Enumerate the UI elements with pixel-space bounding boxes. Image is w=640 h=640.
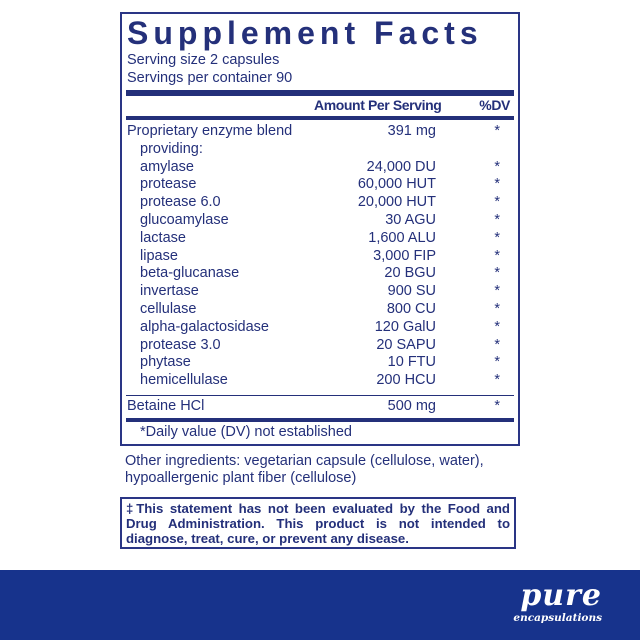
nutrient-name: cellulase (140, 301, 197, 317)
nutrient-amount: 24,000 DU (366, 158, 436, 175)
brand-sub: encapsulations (513, 612, 602, 624)
nutrient-dv: * (494, 318, 500, 335)
nutrient-amount: 10 FTU (387, 354, 436, 371)
nutrient-row: alpha-galactosidase 120 GalU * (122, 319, 518, 336)
nutrient-row: beta-glucanase 20 BGU * (122, 265, 518, 282)
servings-per-container: Servings per container 90 (127, 70, 293, 86)
fda-disclaimer: ‡This statement has not been evaluated b… (120, 497, 516, 549)
nutrient-name: lipase (140, 247, 178, 264)
nutrient-dv: * (494, 398, 500, 414)
nutrient-dv: * (494, 229, 500, 246)
other-ingredients: Other ingredients: vegetarian capsule (c… (125, 453, 484, 486)
nutrient-dv: * (494, 176, 500, 193)
nutrient-dv: * (494, 372, 500, 389)
header-divider (126, 116, 514, 120)
nutrient-amount: 391 mg (387, 123, 436, 139)
dv-footnote: *Daily value (DV) not established (140, 424, 352, 440)
footnote-divider (126, 418, 514, 422)
nutrient-amount: 500 mg (387, 398, 436, 414)
row-divider (126, 395, 514, 396)
nutrient-dv: * (494, 212, 500, 228)
nutrient-amount: 120 GalU (374, 318, 436, 335)
nutrient-amount: 20,000 HUT (357, 194, 436, 211)
nutrient-amount: 20 BGU (384, 265, 436, 282)
amount-header: Amount Per Serving (314, 97, 442, 113)
nutrient-row: Betaine HCl 500 mg * (122, 398, 518, 415)
brand-banner: pure encapsulations (0, 570, 640, 640)
nutrient-name: invertase (140, 283, 199, 300)
nutrient-name: lactase (140, 229, 186, 246)
nutrient-amount: 900 SU (387, 283, 436, 300)
nutrient-name: amylase (140, 158, 194, 175)
dv-header: %DV (479, 97, 510, 113)
nutrient-dv: * (494, 247, 500, 264)
nutrient-name: Betaine HCl (127, 398, 205, 414)
nutrient-name: beta-glucanase (140, 265, 240, 282)
nutrient-row: lactase 1,600 ALU * (122, 230, 518, 247)
nutrient-amount: 1,600 ALU (368, 229, 436, 246)
nutrient-name: protease 6.0 (140, 194, 221, 211)
nutrient-dv: * (494, 336, 500, 353)
nutrient-name: Proprietary enzyme blend (127, 123, 293, 139)
nutrient-dv: * (494, 301, 500, 317)
nutrient-dv: * (494, 194, 500, 211)
nutrient-row: invertase 900 SU * (122, 283, 518, 300)
nutrient-row: providing: (122, 141, 518, 158)
brand-logo: pure encapsulations (513, 578, 602, 625)
nutrient-row: phytase 10 FTU * (122, 354, 518, 371)
nutrient-name: hemicellulase (140, 372, 228, 389)
nutrient-amount: 60,000 HUT (357, 176, 436, 193)
nutrient-row: glucoamylase 30 AGU * (122, 212, 518, 229)
serving-size: Serving size 2 capsules (127, 52, 280, 68)
nutrient-row: hemicellulase 200 HCU * (122, 372, 518, 389)
nutrient-dv: * (494, 123, 500, 139)
nutrient-row: protease 3.0 20 SAPU * (122, 337, 518, 354)
thick-divider (126, 90, 514, 96)
nutrient-row: protease 60,000 HUT * (122, 176, 518, 193)
nutrient-row: lipase 3,000 FIP * (122, 248, 518, 265)
nutrient-amount: 20 SAPU (376, 336, 436, 353)
nutrient-amount: 800 CU (386, 301, 436, 317)
nutrient-amount: 200 HCU (376, 372, 436, 389)
nutrient-dv: * (494, 283, 500, 300)
nutrient-dv: * (494, 354, 500, 371)
nutrient-name: providing: (140, 140, 203, 157)
nutrient-name: phytase (140, 354, 191, 371)
nutrient-row: Proprietary enzyme blend 391 mg * (122, 123, 518, 140)
nutrient-name: protease (140, 176, 197, 193)
panel-title: Supplement Facts (127, 15, 483, 51)
nutrient-name: protease 3.0 (140, 336, 221, 353)
nutrient-row: amylase 24,000 DU * (122, 159, 518, 176)
brand-name: pure (520, 578, 602, 613)
nutrient-row: cellulase 800 CU * (122, 301, 518, 318)
nutrient-dv: * (494, 265, 500, 282)
nutrient-name: alpha-galactosidase (140, 318, 269, 335)
nutrient-amount: 3,000 FIP (373, 247, 436, 264)
nutrient-dv: * (494, 158, 500, 175)
nutrient-row: protease 6.0 20,000 HUT * (122, 194, 518, 211)
nutrient-name: glucoamylase (140, 212, 229, 228)
nutrient-amount: 30 AGU (385, 212, 436, 228)
supplement-facts-panel: Supplement Facts Serving size 2 capsules… (120, 12, 520, 446)
